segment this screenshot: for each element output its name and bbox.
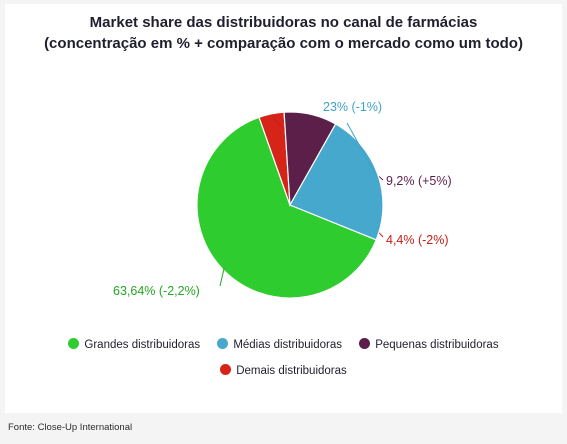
data-label-grandes: 63,64% (-2,2%): [113, 284, 200, 298]
chart-card: Market share das distribuidoras no canal…: [5, 4, 562, 413]
legend-label-medias: Médias distribuidoras: [233, 339, 342, 351]
chart-title: Market share das distribuidoras no canal…: [5, 12, 562, 54]
legend-swatch-demais: [220, 364, 232, 375]
legend-label-grandes: Grandes distribuidoras: [84, 339, 201, 351]
data-label-pequenas: 9,2% (+5%): [386, 174, 452, 188]
legend-item-demais: Demais distribuidoras: [220, 364, 347, 377]
chart-title-line-1: Market share das distribuidoras no canal…: [89, 14, 478, 31]
legend-swatch-medias: [217, 338, 229, 349]
legend-swatch-grandes: [68, 338, 80, 349]
pie-slice-grandes: [196, 116, 378, 299]
data-label-demais: 4,4% (-2%): [386, 233, 449, 247]
legend-label-pequenas: Pequenas distribuidoras: [375, 339, 499, 351]
leader-line-grandes: [219, 267, 225, 287]
legend-row-2: Demais distribuidoras: [5, 364, 562, 377]
legend-swatch-pequenas: [359, 338, 371, 349]
source-note: Fonte: Close-Up International: [8, 422, 133, 433]
legend-item-medias: Médias distribuidoras: [217, 338, 342, 351]
pie-slice-medias: [289, 123, 384, 241]
legend-label-demais: Demais distribuidoras: [236, 365, 347, 377]
data-label-medias: 23% (-1%): [323, 100, 382, 114]
legend-item-grandes: Grandes distribuidoras: [68, 338, 200, 351]
legend-item-pequenas: Pequenas distribuidoras: [359, 338, 499, 351]
chart-title-line-2: (concentração em % + comparação com o me…: [44, 35, 523, 52]
leader-line-medias: [346, 122, 377, 176]
pie-chart: 63,64% (-2,2%) 4,4% (-2%) 9,2% (+5%) 23% (-…: [113, 100, 452, 299]
legend-row-1: Grandes distribuidoras Médias distribuid…: [5, 338, 562, 351]
